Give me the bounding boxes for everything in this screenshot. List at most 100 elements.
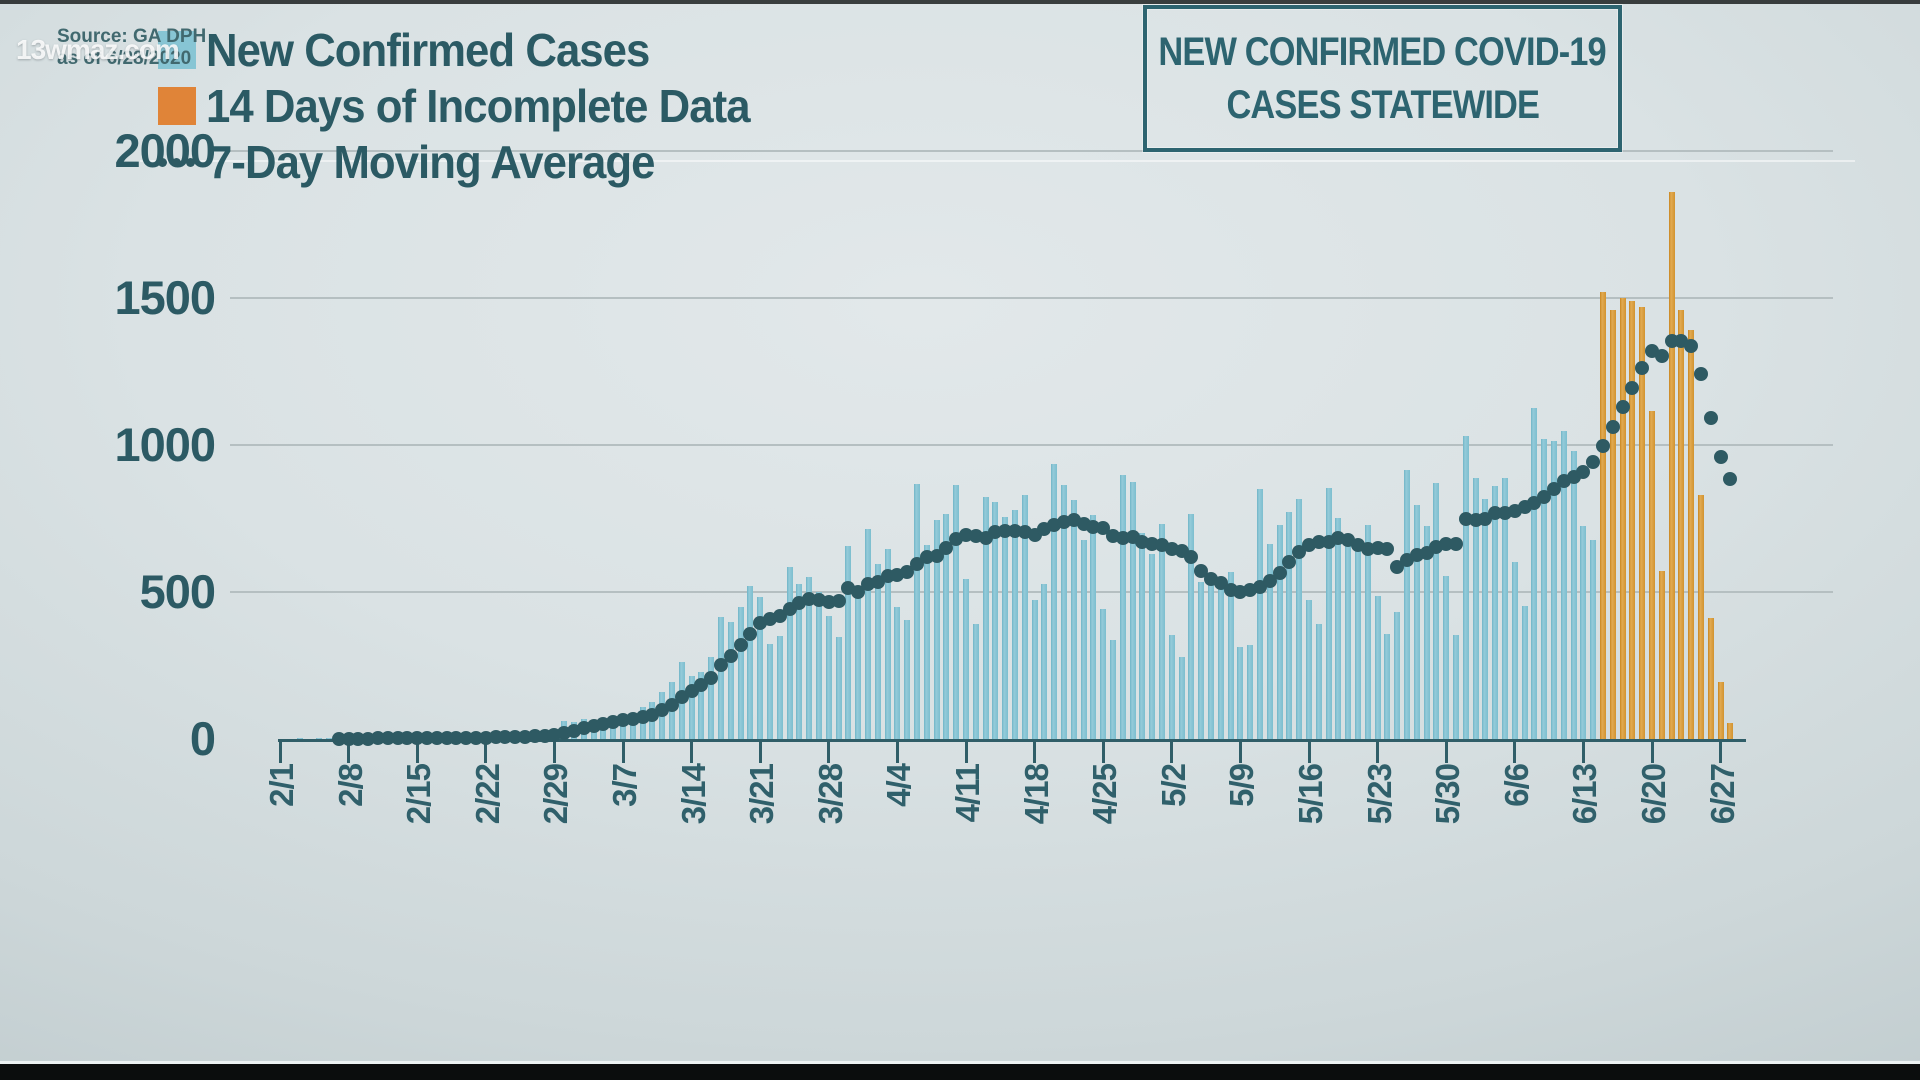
x-axis-label: 4/25 [1086, 764, 1124, 825]
x-axis-line [278, 739, 1746, 742]
ma-dot [1282, 555, 1297, 569]
chart-bar [904, 620, 911, 739]
ma-dot [714, 658, 728, 673]
ma-dot [723, 648, 738, 663]
x-axis-label: 5/23 [1360, 764, 1398, 825]
chart-bar-incomplete [1639, 306, 1646, 739]
chart-bar [1041, 584, 1048, 739]
chart-bar [923, 544, 930, 739]
x-axis-tick [621, 742, 625, 763]
x-axis-label: 5/9 [1223, 764, 1261, 807]
chart-bar [786, 567, 793, 739]
x-axis-label: 6/6 [1497, 764, 1535, 807]
x-axis-label: 2/15 [400, 764, 438, 825]
chart-title-line-1: NEW CONFIRMED COVID-19 [1158, 29, 1607, 74]
screen-reflection-line [140, 160, 1855, 162]
x-axis-tick [484, 742, 488, 763]
chart-bar-incomplete [1629, 300, 1636, 739]
y-axis-label: 1000 [114, 418, 216, 471]
chart-bar-incomplete [1727, 722, 1734, 739]
ma-dot [1596, 438, 1610, 453]
x-axis-label: 3/28 [811, 764, 849, 825]
chart-bar [914, 483, 920, 739]
chart-bar [1404, 469, 1410, 739]
legend-item-confirmed-cases: New Confirmed Cases [158, 22, 778, 78]
chart-bar [688, 675, 695, 739]
x-axis-tick [1444, 742, 1448, 763]
chart-bar [1090, 515, 1097, 739]
x-axis-label: 6/27 [1703, 764, 1741, 825]
chart-bar [1100, 609, 1107, 739]
chart-bar [727, 622, 734, 739]
x-axis-tick [1238, 742, 1242, 763]
chart-bar [845, 545, 852, 739]
chart-bar [1541, 438, 1548, 739]
chart-bar [972, 623, 979, 739]
ma-dot [733, 637, 748, 652]
chart-bar [1384, 634, 1391, 739]
chart-bar [1002, 517, 1009, 739]
chart-bar [1492, 486, 1499, 739]
y-axis-label: 0 [189, 712, 216, 765]
chart-bar [1355, 544, 1361, 739]
chart-bar [953, 485, 960, 739]
chart-bar-incomplete [1698, 494, 1704, 739]
chart-bar [1110, 639, 1116, 739]
bottom-letterbox-bar [0, 1064, 1920, 1080]
x-axis-tick [1033, 742, 1037, 763]
x-axis-tick [1581, 742, 1585, 763]
chart-bar [943, 513, 950, 739]
x-axis-tick [1307, 742, 1311, 763]
source-attribution: Source: GA DPH as of 6/28/2020 [57, 26, 206, 70]
chart-bar-incomplete [1688, 330, 1695, 739]
x-axis-label: 2/22 [468, 764, 506, 825]
chart-bar [963, 578, 969, 739]
legend-label: 7-Day Moving Average [208, 136, 655, 188]
ma-dot [1272, 565, 1287, 580]
ma-dot [1184, 550, 1199, 565]
chart-bar [1560, 431, 1567, 739]
y-gridline [230, 297, 1833, 299]
chart-title-line-2: CASES STATEWIDE [1226, 82, 1540, 127]
chart-bar [747, 586, 754, 739]
chart-bar-incomplete [1678, 309, 1685, 739]
chart-bar [1472, 478, 1479, 739]
x-axis-tick [278, 742, 282, 763]
ma-dot [1703, 411, 1718, 426]
x-axis-tick [1376, 742, 1380, 763]
ma-dot [665, 697, 679, 712]
chart-bar [1012, 509, 1018, 739]
ma-dot [1635, 360, 1650, 375]
x-axis-label: 4/4 [880, 764, 918, 807]
x-axis-label: 3/7 [606, 764, 643, 807]
chart-bar [1590, 540, 1597, 739]
chart-bar [806, 577, 813, 739]
chart-bar [1551, 440, 1557, 739]
chart-bar [1580, 525, 1587, 739]
x-axis-label: 5/16 [1292, 764, 1329, 825]
x-axis-tick [690, 742, 694, 763]
chart-bar [1257, 489, 1263, 739]
y-axis-label: 1500 [114, 271, 216, 324]
x-axis-tick [827, 742, 831, 763]
y-gridline [230, 591, 1833, 593]
x-axis-label: 2/1 [263, 764, 300, 807]
x-axis-label: 3/21 [743, 764, 781, 825]
chart-bar [1178, 656, 1185, 739]
ma-dot [1449, 536, 1463, 551]
dotted-line-icon [158, 157, 202, 167]
x-axis-tick [758, 742, 762, 763]
chart-bar [1227, 572, 1234, 739]
chart-bar [816, 592, 822, 739]
chart-bar [1070, 500, 1077, 739]
x-axis-label: 4/11 [949, 764, 986, 823]
chart-bar [1286, 512, 1293, 739]
chart-bar [767, 644, 773, 739]
chart-bar [1502, 478, 1508, 739]
chart-bar [1188, 514, 1195, 739]
chart-bar [874, 563, 881, 739]
ma-dot [1694, 366, 1708, 381]
chart-bar [884, 549, 891, 739]
chart-bar [835, 636, 842, 739]
